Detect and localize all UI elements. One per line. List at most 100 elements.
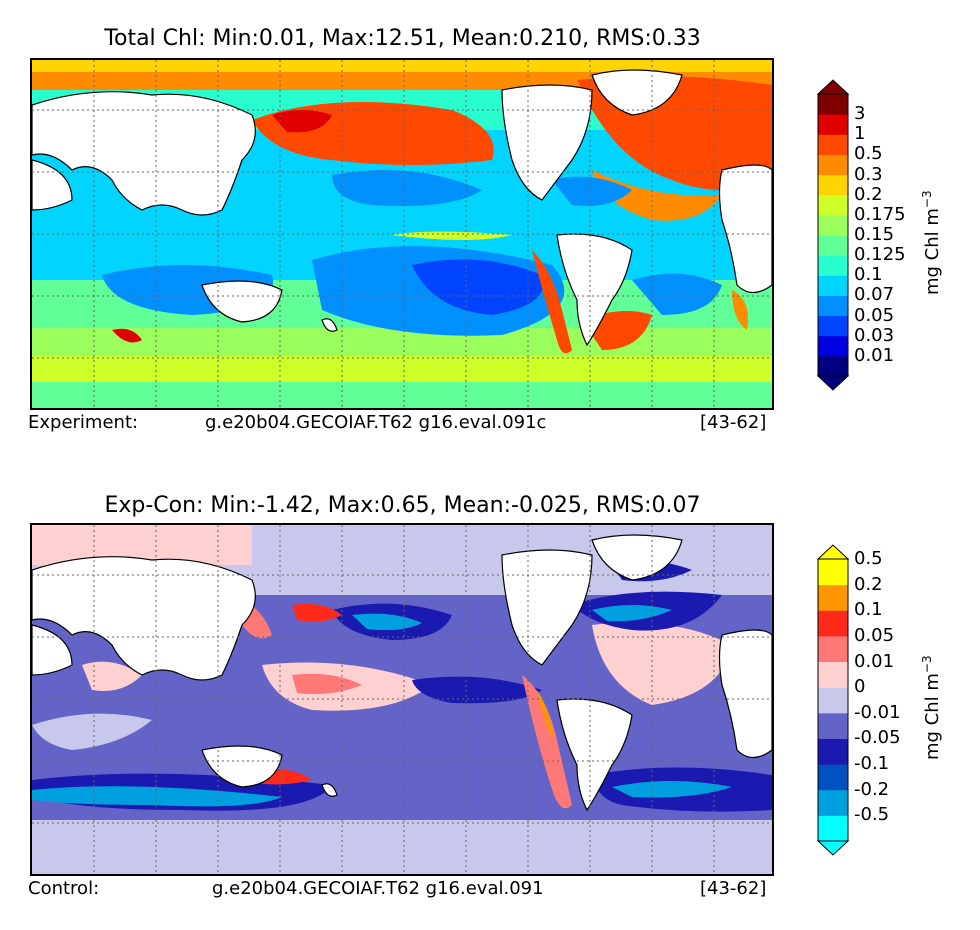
colorbar-tick-label: 0.01	[854, 650, 895, 672]
colorbar-segment	[818, 94, 848, 115]
colorbar-tick-label: 0.175	[854, 203, 906, 225]
arctic-edge	[32, 60, 772, 72]
colorbar-segment	[818, 559, 848, 586]
colorbar-tick-label: 0.07	[854, 284, 895, 306]
colorbar-tick-label: 0.1	[854, 264, 883, 286]
colorbar-segment	[818, 738, 848, 765]
colorbar-segment	[818, 214, 848, 236]
chlorophyll-map-canvas	[32, 60, 772, 408]
colorbar-extend-min	[816, 840, 850, 856]
colorbar-tick-label: -0.01	[854, 701, 901, 723]
experiment-case-name: g.e20b04.GECOIAF.T62 g16.eval.091c	[205, 412, 547, 433]
north-america	[501, 549, 593, 666]
south-atlantic-gyre	[632, 273, 722, 315]
southern-ocean-high	[32, 356, 772, 382]
greenland	[591, 69, 683, 116]
kerguelen-bloom	[112, 328, 142, 343]
colorbar-scale	[816, 544, 850, 856]
colorbar-segment	[818, 687, 848, 714]
colorbar-tick-label: 0.125	[854, 244, 906, 266]
total-chl-panel: Total Chl: Min:0.01, Max:12.51, Mean:0.2…	[28, 26, 943, 433]
colorbar-tick-label: -0.2	[854, 778, 890, 800]
colorbar-scale	[816, 79, 850, 391]
colorbar-segment	[818, 815, 848, 842]
subtropical-atlantic-positive	[592, 622, 732, 705]
greenland	[591, 534, 683, 581]
experiment-label: Experiment:	[28, 412, 139, 433]
colorbar-tick-label: 0.1	[854, 599, 883, 621]
year-range: [43-62]	[700, 412, 767, 433]
north-america	[501, 84, 593, 201]
colorbar-extend-max	[816, 544, 850, 560]
africa-west	[718, 164, 772, 294]
equatorial-pacific-negative	[412, 676, 542, 704]
colorbar-tick-label: 0.05	[854, 304, 895, 326]
colorbar-tick-label: 0.03	[854, 324, 895, 346]
colorbar-segment	[818, 315, 848, 337]
colorbar-tick-label: 0.2	[854, 183, 883, 205]
colorbar-segment	[818, 355, 848, 377]
colorbar: 0.01 0.03 0.05 0.07 0.1 0.125 0.15 0.175 0.2 0.3 0…	[816, 79, 906, 391]
humboldt-upwelling	[532, 250, 572, 354]
colorbar-segment	[818, 134, 848, 155]
continents	[32, 69, 772, 347]
antarctic-zone	[32, 820, 772, 874]
colorbar-tick-label: 3	[854, 103, 866, 125]
new-zealand	[321, 783, 338, 797]
colorbar-tick-label: 0.15	[854, 224, 895, 245]
north-atlantic-gyre	[552, 176, 632, 206]
graticule	[32, 525, 772, 874]
south-america	[556, 698, 633, 812]
kamchatka-bloom	[272, 110, 332, 133]
colorbar-segment	[818, 194, 848, 216]
colorbar-tick-label: 0.3	[854, 163, 883, 185]
colorbar-segment	[818, 154, 848, 176]
australia	[201, 745, 283, 788]
colorbar-frame	[817, 558, 849, 842]
colorbar-tick-label: 0.5	[854, 548, 883, 569]
colorbar-tick-label: 0.5	[854, 143, 883, 165]
colorbar-tick-label: 0	[854, 676, 866, 698]
north-pacific-gyre	[332, 170, 482, 206]
colorbar-tick-label: -0.5	[854, 804, 890, 826]
colorbar-segment	[818, 174, 848, 196]
benguela-upwelling	[732, 290, 748, 330]
chlorophyll-map	[30, 58, 774, 410]
difference-map-canvas	[32, 525, 772, 874]
colorbar-unit-exponent: −3	[920, 190, 934, 209]
south-pacific-gyre	[412, 259, 544, 315]
colorbar-segment	[818, 255, 848, 276]
gulf-stream-band	[592, 170, 722, 221]
tropical-pacific-strong	[292, 673, 362, 694]
australia	[201, 280, 283, 323]
colorbar: -0.5 -0.2 -0.1 -0.05 -0.01 0 0.01 0.05 0.1 0.2 0.5	[816, 544, 901, 856]
eurasia	[32, 91, 256, 216]
eurasia	[32, 556, 256, 681]
humboldt-positive	[522, 675, 572, 809]
colorbar-tick-label: 0.2	[854, 573, 883, 595]
colorbar-segment	[818, 789, 848, 816]
continents	[32, 534, 772, 812]
colorbar-tick-label: 0.05	[854, 624, 895, 646]
colorbar-tick-label: -0.05	[854, 727, 901, 749]
southern-atlantic-strong-negative	[612, 781, 732, 798]
colorbar-frame	[817, 93, 849, 377]
new-zealand	[321, 318, 338, 332]
antarctic-margin	[32, 382, 772, 408]
control-case-name: g.e20b04.GECOIAF.T62 g16.eval.091	[212, 878, 544, 899]
indian-ocean-weak	[32, 713, 152, 750]
kuroshio-positive	[292, 603, 342, 622]
graticule	[32, 60, 772, 408]
colorbar-label: mg Chl m−3	[920, 655, 943, 760]
year-range: [43-62]	[700, 878, 767, 899]
difference-panel: Exp-Con: Min:-1.42, Max:0.65, Mean:-0.02…	[0, 465, 980, 930]
difference-map	[30, 523, 774, 876]
colorbar-segment	[818, 295, 848, 317]
chart-title: Exp-Con: Min:-1.42, Max:0.65, Mean:-0.02…	[104, 493, 701, 518]
colorbar-tick-label: -0.1	[854, 753, 890, 775]
colorbar-segment	[818, 764, 848, 791]
colorbar-segment	[818, 584, 848, 611]
africa-west	[718, 629, 772, 759]
arabian-sea-positive	[82, 661, 142, 691]
colorbar-extend-min	[816, 375, 850, 391]
